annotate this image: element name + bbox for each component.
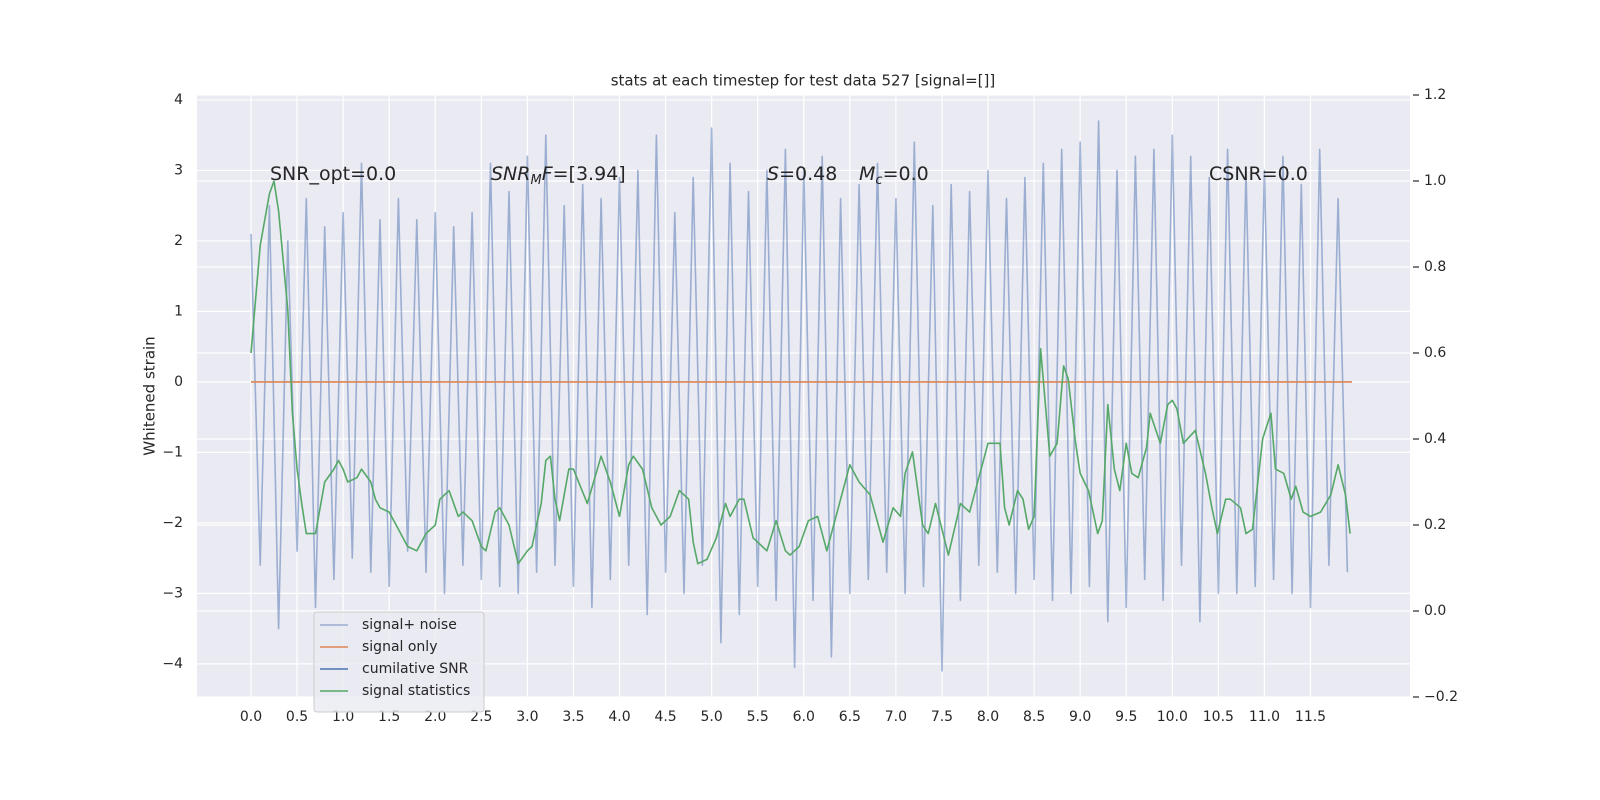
x-tick-label: 8.5 bbox=[1023, 709, 1045, 725]
y-tick-label: 2 bbox=[174, 233, 183, 249]
y-axis-label: Whitened strain bbox=[141, 336, 159, 455]
x-tick-label: 2.0 bbox=[424, 709, 446, 725]
annotation-part: SNR_opt=0.0 bbox=[270, 163, 396, 185]
annotation-part: CSNR=0.0 bbox=[1209, 163, 1308, 185]
x-tick-label: 9.0 bbox=[1069, 709, 1091, 725]
legend-label: cumilative SNR bbox=[362, 661, 469, 677]
x-tick-label: 3.0 bbox=[516, 709, 538, 725]
annotation: CSNR=0.0 bbox=[1209, 163, 1308, 185]
annotation-part: =[3.94] bbox=[553, 163, 626, 185]
annotation: SNR_opt=0.0 bbox=[270, 163, 396, 185]
x-tick-label: 0.0 bbox=[240, 709, 262, 725]
annotation-part: =0.0 bbox=[883, 163, 929, 185]
annotation-part: M bbox=[530, 173, 541, 188]
series-line bbox=[250, 120, 1349, 672]
annotation-part: =0.48 bbox=[779, 163, 837, 185]
annotation: Mc=0.0 bbox=[859, 163, 929, 188]
x-tick-label: 11.5 bbox=[1295, 709, 1326, 725]
x-tick-label: 5.0 bbox=[701, 709, 723, 725]
x-tick-label: 2.5 bbox=[470, 709, 492, 725]
y2-tick-label: 1.2 bbox=[1424, 87, 1446, 103]
chart-title: stats at each timestep for test data 527… bbox=[611, 72, 996, 90]
x-tick-label: 9.5 bbox=[1115, 709, 1137, 725]
annotation: S=0.48 bbox=[767, 163, 837, 185]
legend-label: signal+ noise bbox=[362, 617, 457, 633]
x-tick-label: 6.0 bbox=[793, 709, 815, 725]
legend-label: signal only bbox=[362, 639, 437, 655]
y-tick-label: 0 bbox=[174, 374, 183, 390]
y2-tick-label: 0.2 bbox=[1424, 517, 1446, 533]
y2-tick-label: 1.0 bbox=[1424, 173, 1446, 189]
y-tick-label: −1 bbox=[162, 444, 183, 460]
x-tick-label: 7.0 bbox=[885, 709, 907, 725]
x-tick-label: 1.0 bbox=[332, 709, 354, 725]
x-tick-label: 8.0 bbox=[977, 709, 999, 725]
y-tick-label: 4 bbox=[174, 92, 183, 108]
x-tick-label: 4.5 bbox=[654, 709, 676, 725]
y2-tick-label: −0.2 bbox=[1424, 689, 1458, 705]
x-tick-label: 6.5 bbox=[839, 709, 861, 725]
annotation: SNRMF=[3.94] bbox=[491, 163, 626, 188]
x-tick-label: 1.5 bbox=[378, 709, 400, 725]
x-tick-label: 7.5 bbox=[931, 709, 953, 725]
y2-tick-label: 0.6 bbox=[1424, 345, 1446, 361]
y-tick-label: −3 bbox=[162, 585, 183, 601]
annotation-part: c bbox=[875, 173, 882, 188]
annotation-part: F bbox=[542, 163, 554, 185]
y2-tick-label: 0.0 bbox=[1424, 603, 1446, 619]
y-tick-label: −4 bbox=[162, 656, 183, 672]
x-tick-label: 5.5 bbox=[747, 709, 769, 725]
annotation-part: M bbox=[859, 163, 875, 185]
annotation-part: SNR bbox=[491, 163, 530, 185]
y-tick-label: −2 bbox=[162, 515, 183, 531]
y2-tick-label: 0.4 bbox=[1424, 431, 1446, 447]
legend-box bbox=[313, 611, 485, 713]
legend-label: signal statistics bbox=[362, 683, 470, 699]
annotation-part: S bbox=[767, 163, 779, 185]
x-tick-label: 3.5 bbox=[562, 709, 584, 725]
y-tick-label: 1 bbox=[174, 303, 183, 319]
y-tick-label: 3 bbox=[174, 162, 183, 178]
x-tick-label: 10.5 bbox=[1203, 709, 1234, 725]
y2-tick-label: 0.8 bbox=[1424, 259, 1446, 275]
x-tick-label: 11.0 bbox=[1249, 709, 1280, 725]
series-line bbox=[250, 180, 1351, 565]
x-tick-label: 4.0 bbox=[608, 709, 630, 725]
x-tick-label: 10.0 bbox=[1157, 709, 1188, 725]
x-tick-label: 0.5 bbox=[286, 709, 308, 725]
